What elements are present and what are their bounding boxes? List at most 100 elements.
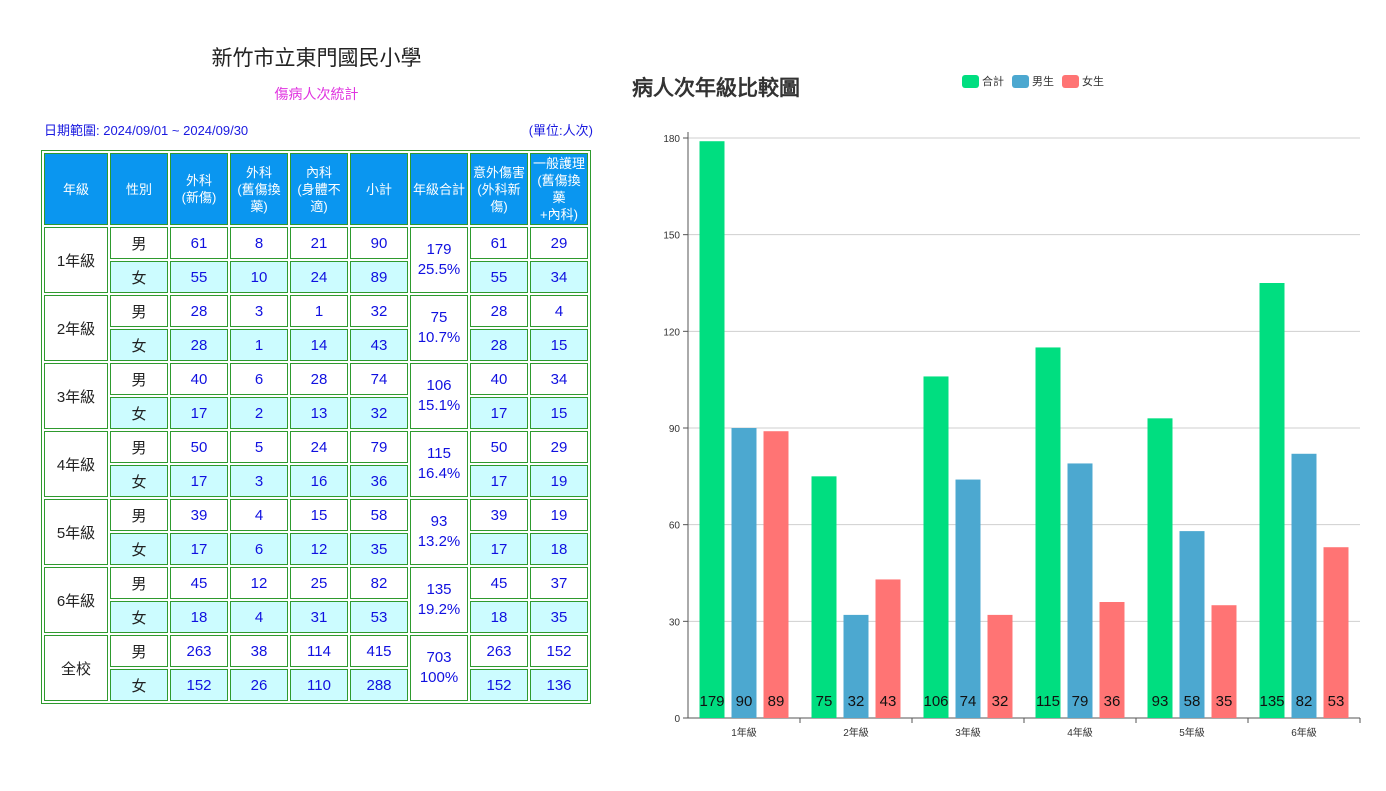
legend-item[interactable]: 男生 bbox=[1012, 73, 1054, 89]
grade-total-cell: 115 16.4% bbox=[410, 431, 468, 497]
value-cell: 152 bbox=[530, 635, 588, 667]
y-tick-label: 150 bbox=[663, 231, 680, 242]
value-cell: 34 bbox=[530, 261, 588, 293]
value-cell: 3 bbox=[230, 465, 288, 497]
value-cell: 4 bbox=[530, 295, 588, 327]
y-tick-label: 0 bbox=[674, 714, 680, 725]
data-label: 35 bbox=[1216, 693, 1233, 710]
y-tick-label: 90 bbox=[669, 424, 681, 435]
bar bbox=[731, 428, 757, 718]
value-cell: 12 bbox=[230, 567, 288, 599]
y-tick-label: 30 bbox=[669, 617, 681, 628]
value-cell: 6 bbox=[230, 533, 288, 565]
value-cell: 21 bbox=[290, 227, 348, 259]
value-cell: 89 bbox=[350, 261, 408, 293]
value-cell: 36 bbox=[350, 465, 408, 497]
value-cell: 35 bbox=[350, 533, 408, 565]
value-cell: 58 bbox=[350, 499, 408, 531]
value-cell: 28 bbox=[170, 329, 228, 361]
statistics-table: 年級 性別 外科 (新傷) 外科 (舊傷換藥) 內科 (身體不適) 小計 年級合計 意外傷害 (外科新… bbox=[41, 150, 591, 704]
value-cell: 8 bbox=[230, 227, 288, 259]
value-cell: 39 bbox=[470, 499, 528, 531]
grade-cell: 6年級 bbox=[44, 567, 108, 633]
column-header: 內科 (身體不適) bbox=[290, 153, 348, 225]
value-cell: 25 bbox=[290, 567, 348, 599]
bar bbox=[1211, 605, 1237, 718]
sex-cell: 女 bbox=[110, 669, 168, 701]
value-cell: 14 bbox=[290, 329, 348, 361]
grade-total-cell: 75 10.7% bbox=[410, 295, 468, 361]
sex-cell: 男 bbox=[110, 295, 168, 327]
sex-cell: 男 bbox=[110, 567, 168, 599]
column-header: 性別 bbox=[110, 153, 168, 225]
value-cell: 19 bbox=[530, 499, 588, 531]
table-row: 女 55 10 24 89 55 34 bbox=[44, 261, 588, 293]
bar bbox=[1323, 547, 1349, 718]
value-cell: 26 bbox=[230, 669, 288, 701]
value-cell: 4 bbox=[230, 499, 288, 531]
value-cell: 2 bbox=[230, 397, 288, 429]
bar bbox=[955, 479, 981, 718]
bar bbox=[1067, 463, 1093, 718]
value-cell: 74 bbox=[350, 363, 408, 395]
table-row: 女 17 2 13 32 17 15 bbox=[44, 397, 588, 429]
value-cell: 15 bbox=[530, 329, 588, 361]
value-cell: 28 bbox=[290, 363, 348, 395]
chart-legend: 合計 男生 女生 bbox=[962, 73, 1104, 89]
sex-cell: 男 bbox=[110, 499, 168, 531]
value-cell: 55 bbox=[170, 261, 228, 293]
table-row: 1年級男 61 8 21 90 179 25.5% 61 29 bbox=[44, 227, 588, 293]
report-title: 新竹市立東門國民小學 bbox=[211, 47, 422, 70]
value-cell: 45 bbox=[470, 567, 528, 599]
legend-item[interactable]: 合計 bbox=[962, 73, 1004, 89]
value-cell: 90 bbox=[350, 227, 408, 259]
table-row: 3年級男 40 6 28 74 106 15.1% 40 34 bbox=[44, 363, 588, 429]
data-label: 89 bbox=[768, 693, 785, 710]
value-cell: 18 bbox=[530, 533, 588, 565]
table-row: 全校男 263 38 114 415 703 100% 263 152 bbox=[44, 635, 588, 701]
grade-cell: 1年級 bbox=[44, 227, 108, 293]
value-cell: 110 bbox=[290, 669, 348, 701]
value-cell: 50 bbox=[170, 431, 228, 463]
x-tick-label: 1年級 bbox=[731, 726, 757, 739]
bar bbox=[1099, 602, 1125, 718]
data-label: 32 bbox=[848, 693, 865, 710]
bar bbox=[1035, 347, 1061, 718]
data-label: 135 bbox=[1259, 693, 1284, 710]
grade-total-cell: 179 25.5% bbox=[410, 227, 468, 293]
data-label: 53 bbox=[1328, 693, 1345, 710]
table-row: 女 152 26 110 288 152 136 bbox=[44, 669, 588, 701]
sex-cell: 女 bbox=[110, 465, 168, 497]
sex-cell: 男 bbox=[110, 363, 168, 395]
sex-cell: 女 bbox=[110, 533, 168, 565]
value-cell: 15 bbox=[530, 397, 588, 429]
value-cell: 37 bbox=[530, 567, 588, 599]
value-cell: 18 bbox=[470, 601, 528, 633]
bar-chart: 0 30 60 90 120 150 180 179 90 89 1年級 75 32 43 2年級 106 74… bbox=[663, 132, 1361, 739]
table-row: 2年級男 28 3 1 32 75 10.7% 28 4 bbox=[44, 295, 588, 361]
table-row: 女 18 4 31 53 18 35 bbox=[44, 601, 588, 633]
sex-cell: 男 bbox=[110, 227, 168, 259]
sex-cell: 女 bbox=[110, 601, 168, 633]
sex-cell: 女 bbox=[110, 329, 168, 361]
value-cell: 32 bbox=[350, 397, 408, 429]
grade-total-cell: 703 100% bbox=[410, 635, 468, 701]
column-header: 一般護理 (舊傷換藥 +內科) bbox=[530, 153, 588, 225]
x-tick-label: 5年級 bbox=[1179, 726, 1205, 739]
bar bbox=[811, 476, 837, 718]
value-cell: 17 bbox=[170, 465, 228, 497]
data-label: 32 bbox=[992, 693, 1009, 710]
value-cell: 43 bbox=[350, 329, 408, 361]
value-cell: 16 bbox=[290, 465, 348, 497]
value-cell: 136 bbox=[530, 669, 588, 701]
column-header: 小計 bbox=[350, 153, 408, 225]
data-label: 74 bbox=[960, 693, 977, 710]
legend-item[interactable]: 女生 bbox=[1062, 73, 1104, 89]
value-cell: 1 bbox=[230, 329, 288, 361]
value-cell: 17 bbox=[470, 533, 528, 565]
grade-total-cell: 93 13.2% bbox=[410, 499, 468, 565]
data-label: 36 bbox=[1104, 693, 1121, 710]
value-cell: 6 bbox=[230, 363, 288, 395]
value-cell: 40 bbox=[170, 363, 228, 395]
value-cell: 61 bbox=[170, 227, 228, 259]
